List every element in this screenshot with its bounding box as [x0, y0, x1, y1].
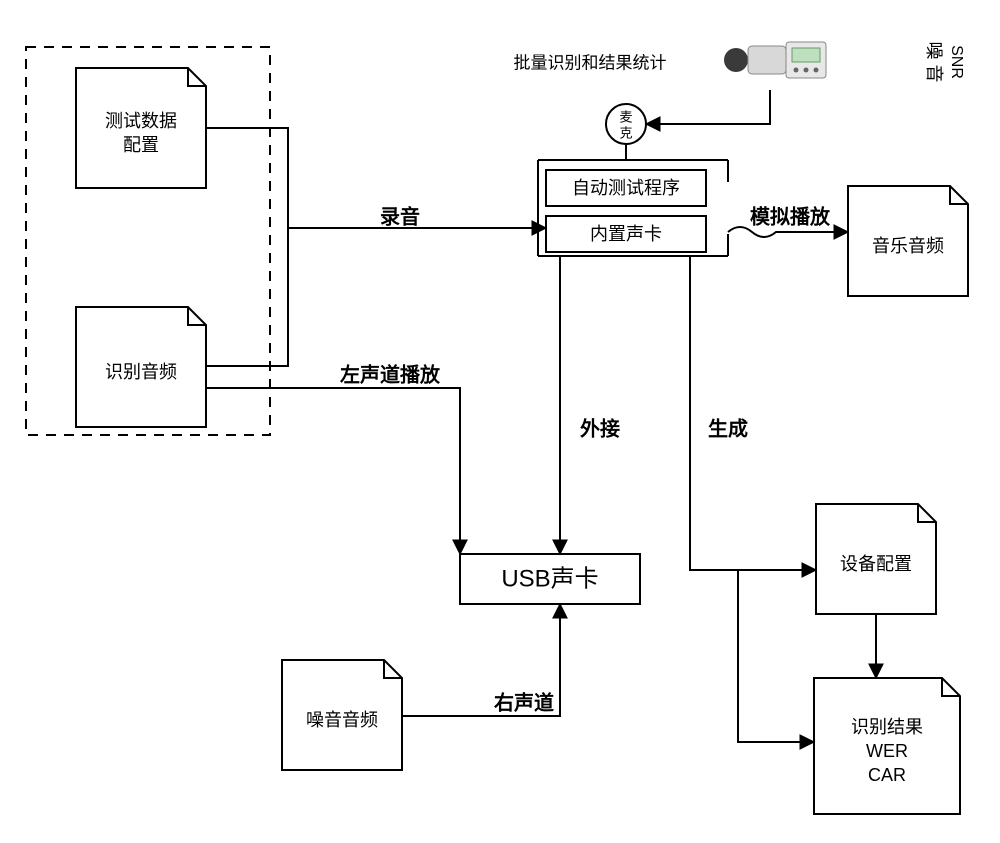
edge-label-intern_to_usb: 外接 [580, 416, 620, 440]
doc-label-recog_result-2: CAR [868, 765, 906, 785]
edge-cfg_to_mid [206, 128, 288, 228]
doc-label-device_cfg-0: 设备配置 [840, 554, 912, 574]
edge-audio_to_mid [206, 228, 288, 366]
edge-meter_to_mic [646, 90, 770, 124]
edge-intern_to_gen [690, 256, 738, 570]
rect-label-usb_sc: USB声卡 [501, 565, 598, 592]
meter-btn-1 [804, 68, 809, 73]
doc-label-noise_audio-0: 噪音音频 [306, 710, 378, 730]
edge-label-intern_to_gen: 生成 [708, 416, 748, 440]
snr-label: SNR [948, 45, 965, 79]
doc-label-recog_result-0: 识别结果 [851, 717, 923, 737]
mic-label-1: 克 [619, 125, 632, 140]
batch-label: 批量识别和结果统计 [514, 53, 667, 72]
doc-label-test_data_cfg-0: 测试数据 [105, 111, 177, 131]
meter-screen-icon [792, 48, 820, 62]
meter-btn-2 [814, 68, 819, 73]
edge-gen_to_result [738, 570, 814, 742]
doc-label-recog_audio-0: 识别音频 [105, 362, 177, 382]
rect-label-auto_test: 自动测试程序 [572, 178, 680, 198]
snr-noise-label: 噪 音 [924, 41, 944, 82]
edge-label-audio_to_left: 左声道播放 [340, 362, 441, 386]
meter-btn-0 [794, 68, 799, 73]
edge-label-noise_to_usb: 右声道 [494, 690, 554, 714]
doc-label-test_data_cfg-1: 配置 [123, 135, 159, 155]
meter-probe-icon [724, 48, 748, 72]
meter-body-icon [748, 46, 786, 74]
edge-label-mid_to_intern: 录音 [380, 204, 420, 228]
edge-label-intern_to_music: 模拟播放 [750, 204, 831, 228]
rect-label-internal_sc: 内置声卡 [590, 224, 662, 244]
doc-label-recog_result-1: WER [866, 741, 908, 761]
edge-intern_to_music [728, 227, 848, 237]
flowchart-canvas: 测试数据配置识别音频 自动测试程序内置声卡音乐音频 USB声卡噪音音频 设备配置识别结… [0, 0, 1000, 843]
mic-label-0: 麦 [619, 109, 632, 124]
edge-audio_to_left [206, 388, 460, 554]
doc-label-music_audio-0: 音乐音频 [872, 236, 944, 256]
